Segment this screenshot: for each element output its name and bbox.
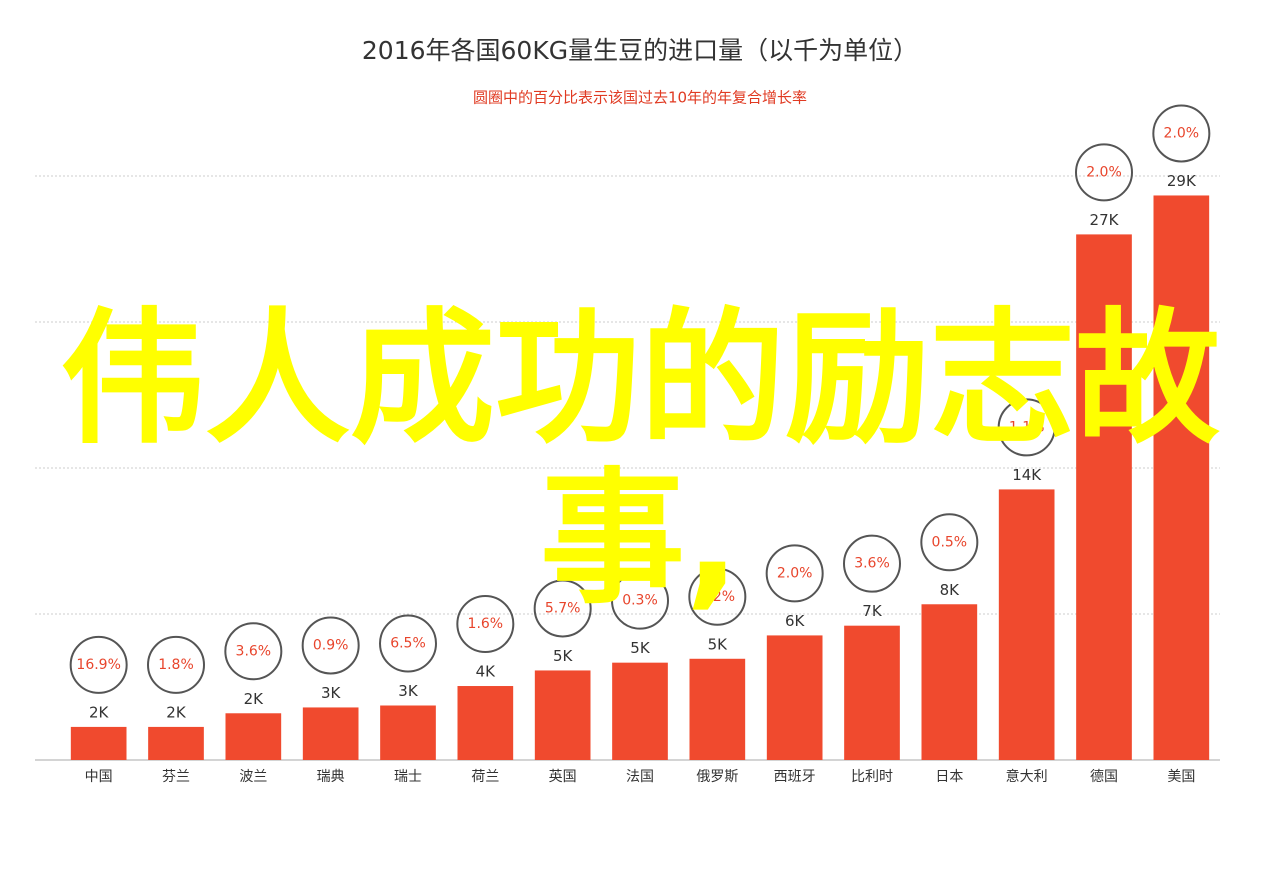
chart-title: 2016年各国60KG量生豆的进口量（以千为单位）	[362, 36, 918, 65]
x-tick-label: 日本	[935, 769, 963, 785]
growth-bubble	[997, 398, 1056, 457]
growth-bubble	[1075, 143, 1133, 202]
growth-bubble	[1152, 104, 1211, 163]
bar	[689, 658, 746, 760]
x-tick-label: 德国	[1090, 769, 1118, 785]
x-tick-label: 荷兰	[471, 769, 499, 785]
value-label: 5K	[708, 635, 729, 653]
growth-label: 6.5%	[390, 635, 426, 651]
growth-label: 1.6%	[468, 616, 504, 632]
bar	[921, 604, 978, 760]
bar	[1153, 195, 1210, 760]
growth-bubble	[69, 635, 128, 694]
value-label: 6K	[785, 612, 806, 630]
x-tick-label: 英国	[549, 768, 577, 785]
growth-bubble	[456, 595, 515, 654]
growth-label: 2.0%	[1164, 125, 1200, 141]
growth-label: 3.6%	[236, 643, 272, 659]
value-label: 5K	[630, 639, 651, 657]
bar	[225, 713, 282, 760]
growth-bubble	[920, 513, 979, 572]
value-label: 29K	[1167, 172, 1197, 190]
x-tick-label: 意大利	[1006, 768, 1048, 785]
bar	[998, 489, 1055, 760]
growth-label: 0.9%	[313, 637, 349, 653]
x-tick-label: 比利时	[851, 769, 893, 785]
bar	[380, 705, 436, 760]
value-label: 4K	[476, 663, 497, 681]
x-tick-label: 瑞典	[317, 769, 345, 785]
growth-label: 3.6%	[854, 556, 890, 572]
bar	[70, 726, 127, 760]
bar	[534, 670, 591, 760]
x-tick-label: 美国	[1167, 769, 1195, 785]
growth-label: 2.0%	[1086, 164, 1122, 180]
value-label: 5K	[553, 647, 574, 665]
x-tick-label: 芬兰	[162, 769, 190, 785]
x-tick-label: 法国	[626, 769, 654, 785]
growth-label: 16.9%	[76, 657, 120, 673]
value-label: 3K	[321, 684, 342, 702]
x-tick-label: 西班牙	[774, 769, 816, 785]
value-label: 27K	[1090, 211, 1120, 229]
overlay-text: 伟人成功的励志故事,	[60, 295, 1220, 624]
bar	[1076, 234, 1132, 760]
value-label: 8K	[940, 581, 961, 599]
x-tick-label: 俄罗斯	[696, 769, 738, 785]
bar	[148, 726, 204, 760]
x-tick-label: 瑞士	[394, 769, 422, 785]
chart-subtitle: 圆圈中的百分比表示该国过去10年的年复合增长率	[473, 89, 807, 107]
bar	[844, 625, 900, 760]
value-label: 14K	[1012, 466, 1042, 484]
bar	[766, 635, 823, 760]
growth-bubble	[688, 567, 747, 626]
value-label: 3K	[398, 682, 419, 700]
value-label: 2K	[89, 703, 110, 721]
growth-bubble	[301, 616, 360, 675]
bar	[302, 707, 359, 760]
growth-bubble	[379, 614, 437, 673]
x-tick-label: 波兰	[239, 769, 267, 785]
growth-label: 5.7%	[545, 600, 581, 616]
growth-label: 0.5%	[932, 534, 968, 550]
growth-bubble	[611, 571, 669, 630]
growth-bubble	[843, 534, 901, 593]
growth-label: 1.1%	[1009, 419, 1045, 435]
growth-label: 1.8%	[158, 657, 194, 673]
x-tick-label: 中国	[85, 769, 113, 785]
value-label: 7K	[862, 602, 883, 620]
bar	[457, 686, 514, 760]
growth-bubble	[147, 635, 205, 694]
growth-bubble	[765, 544, 824, 603]
growth-label: 2.0%	[777, 565, 813, 581]
bar	[612, 662, 668, 760]
value-label: 2K	[244, 690, 265, 708]
growth-label: 0.3%	[622, 593, 658, 609]
value-label: 2K	[166, 703, 187, 721]
growth-bubble	[533, 579, 592, 638]
growth-label: 4.2%	[700, 589, 736, 605]
growth-bubble	[224, 622, 283, 681]
